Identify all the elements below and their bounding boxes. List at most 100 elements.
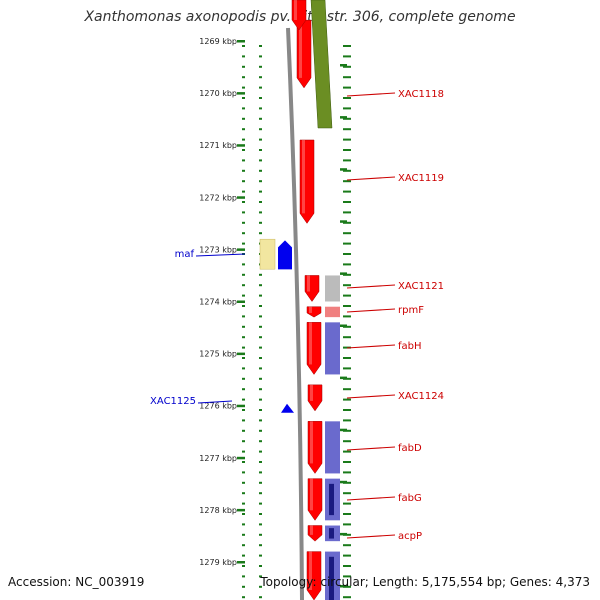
guide-dot bbox=[242, 263, 245, 266]
cds-arrow-fabg-highlight bbox=[310, 478, 313, 511]
guide-dot bbox=[343, 544, 347, 547]
guide-dot bbox=[347, 76, 351, 79]
axis-tick-label: 1279 kbp bbox=[199, 558, 237, 567]
guide-dot bbox=[259, 315, 262, 318]
guide-dot bbox=[347, 492, 351, 495]
leader-maf bbox=[195, 253, 246, 257]
topology-label: Topology: circular; Length: 5,175,554 bp… bbox=[260, 575, 590, 589]
guide-dot bbox=[343, 180, 347, 183]
axis-tick-minor bbox=[340, 116, 347, 119]
guide-dot bbox=[242, 117, 245, 120]
guide-dot bbox=[343, 86, 347, 89]
axis-tick bbox=[237, 508, 245, 512]
leader-fabd bbox=[346, 446, 396, 451]
gene-label-rpmf: rpmF bbox=[398, 305, 424, 316]
xac1125-arrow bbox=[281, 403, 294, 413]
axis-tick bbox=[237, 561, 245, 564]
gene-label-fabh: fabH bbox=[398, 341, 422, 352]
guide-dot bbox=[347, 55, 351, 58]
guide-dot bbox=[242, 76, 245, 79]
guide-dot bbox=[242, 492, 245, 495]
fabh-track bbox=[325, 322, 340, 375]
accession-label: Accession: NC_003919 bbox=[8, 575, 145, 589]
guide-dot bbox=[242, 107, 245, 110]
guide-dot bbox=[259, 232, 262, 235]
guide-dot bbox=[242, 471, 245, 474]
guide-dot bbox=[259, 367, 262, 370]
guide-dot bbox=[242, 585, 245, 588]
guide-dot bbox=[259, 221, 262, 224]
gene-label-maf: maf bbox=[175, 249, 195, 260]
guide-dot bbox=[347, 440, 351, 443]
guide-dot bbox=[242, 221, 245, 224]
guide-dot bbox=[242, 232, 245, 235]
guide-dot bbox=[242, 461, 245, 463]
guide-dot bbox=[259, 450, 262, 453]
guide-dot bbox=[347, 211, 351, 214]
axis-tick bbox=[237, 456, 245, 460]
guide-dot bbox=[259, 117, 262, 120]
guide-dot bbox=[259, 429, 262, 432]
guide-dot bbox=[343, 97, 347, 99]
guide-dot bbox=[242, 128, 245, 131]
cds-arrow-rpmf-highlight bbox=[309, 306, 312, 313]
axis-tick-label: 1276 kbp bbox=[199, 402, 237, 411]
gene-label-fabd: fabD bbox=[398, 443, 422, 454]
guide-dot bbox=[259, 325, 262, 328]
guide-dot bbox=[259, 388, 262, 391]
guide-dot bbox=[259, 565, 262, 567]
guide-dot bbox=[242, 190, 245, 193]
gene-label-fabg: fabG bbox=[398, 493, 422, 504]
guide-dot bbox=[259, 138, 262, 141]
leader-fabg bbox=[346, 496, 396, 501]
guide-dot bbox=[242, 315, 245, 318]
axis-tick-label: 1278 kbp bbox=[199, 506, 237, 515]
guide-dot bbox=[242, 336, 245, 339]
guide-dot bbox=[242, 554, 245, 557]
guide-dot bbox=[343, 117, 347, 120]
navy-band bbox=[329, 556, 334, 600]
guide-dot bbox=[259, 513, 262, 515]
guide-dot bbox=[343, 523, 347, 526]
cds-arrow-xac1118-highlight bbox=[299, 20, 302, 78]
guide-dot bbox=[347, 65, 351, 68]
guide-dot bbox=[242, 596, 245, 599]
backbone-line bbox=[286, 27, 304, 600]
axis-tick bbox=[237, 40, 245, 43]
axis-tick-label: 1273 kbp bbox=[199, 245, 237, 254]
guide-dot bbox=[259, 128, 262, 131]
guide-dot bbox=[343, 398, 347, 401]
guide-dot bbox=[242, 201, 245, 203]
guide-dot bbox=[242, 97, 245, 99]
guide-dot bbox=[259, 284, 262, 287]
cds-arrow-fabd-highlight bbox=[310, 421, 313, 464]
leader-xac1118 bbox=[346, 92, 396, 97]
guide-dot bbox=[343, 65, 347, 68]
guide-dot bbox=[259, 533, 262, 536]
guide-dot bbox=[259, 575, 262, 578]
guide-dot bbox=[259, 357, 262, 359]
guide-dot bbox=[259, 305, 262, 307]
axis-tick-label: 1272 kbp bbox=[199, 193, 237, 202]
axis-tick-minor bbox=[340, 220, 347, 223]
guide-dot bbox=[259, 440, 262, 443]
leader-fabh bbox=[346, 344, 396, 349]
guide-dot bbox=[343, 149, 347, 151]
axis-tick-minor bbox=[340, 324, 347, 327]
guide-dot bbox=[259, 377, 262, 380]
cds-arrow-fabh-highlight bbox=[309, 322, 312, 365]
guide-dot bbox=[242, 284, 245, 287]
guide-dot bbox=[259, 201, 262, 203]
guide-dot bbox=[343, 211, 347, 214]
guide-dot bbox=[343, 565, 347, 567]
guide-dot bbox=[259, 273, 262, 276]
guide-dot bbox=[347, 554, 351, 557]
guide-dot bbox=[242, 377, 245, 380]
guide-dot bbox=[242, 138, 245, 141]
guide-dot bbox=[347, 377, 351, 380]
guide-dot bbox=[347, 325, 351, 328]
guide-dot bbox=[347, 253, 351, 255]
guide-dot bbox=[347, 263, 351, 266]
